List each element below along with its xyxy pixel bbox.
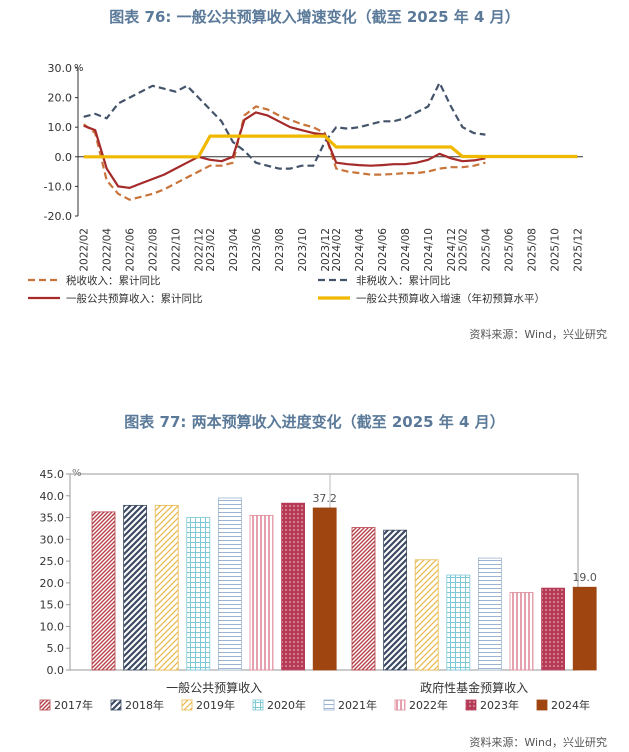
chart1-xtick-label: 2022/08 (148, 228, 160, 272)
chart1-legend-label: 一般公共预算收入增速（年初预算水平） (356, 292, 545, 305)
chart2-legend-swatch (536, 699, 548, 711)
chart1-xtick-label: 2025/12 (572, 228, 584, 272)
chart1-xtick-label: 2023/02 (205, 228, 217, 272)
chart2-legend-swatch (110, 699, 122, 711)
chart2-category-label: 政府性基金预算收入 (420, 680, 528, 695)
chart2-bar (351, 527, 376, 671)
chart1-xtick-label: 2024/04 (354, 228, 366, 272)
chart1-xtick-label: 2025/08 (526, 228, 538, 272)
chart1-ytick-label: 10.0 (48, 121, 73, 134)
chart1-legend-label: 非税收入：累计同比 (356, 274, 451, 287)
chart1-xtick-label: 2025/10 (549, 228, 561, 272)
chart2-legend-label: 2018年 (125, 698, 164, 712)
chart1-xtick-label: 2022/02 (79, 228, 91, 272)
chart1-ytick-label: 20.0 (48, 92, 73, 105)
chart1-xtick-label: 2022/04 (102, 228, 114, 272)
chart2-ytick-label: 20.0 (40, 577, 65, 590)
chart2-legend-swatch (465, 699, 477, 711)
chart2-legend-swatch (252, 699, 264, 711)
chart2-bar (477, 557, 502, 671)
chart1-ytick-label: 30.0 (48, 62, 73, 75)
chart2-legend-label: 2017年 (54, 698, 93, 712)
chart1-source: 资料来源：Wind，兴业研究 (469, 328, 607, 341)
chart1-xtick-label: 2025/06 (503, 228, 515, 272)
chart2-legend-swatch (394, 699, 406, 711)
chart2-ytick-label: 40.0 (40, 490, 65, 503)
chart2-bar (91, 511, 116, 671)
chart2-bar (446, 574, 471, 671)
chart1-xtick-label: 2023/12 (320, 228, 332, 272)
chart2-legend-label: 2019年 (196, 698, 235, 712)
chart2-legend-swatch (39, 699, 51, 711)
chart2-bar (312, 507, 337, 671)
chart1-xtick-label: 2024/10 (423, 228, 435, 272)
chart2-legend-label: 2020年 (267, 698, 306, 712)
chart1-ytick-label: -20.0 (44, 210, 72, 223)
chart1-xtick-label: 2024/06 (377, 228, 389, 272)
chart2-legend-label: 2022年 (409, 698, 448, 712)
chart1-series-line-3 (83, 111, 486, 189)
chart2-ytick-label: 5.0 (47, 642, 65, 655)
chart2-legend-label: 2024年 (551, 698, 590, 712)
chart1-ytick-label: 0.0 (55, 151, 73, 164)
chart2-ytick-label: 45.0 (40, 468, 65, 481)
chart1-legend-label: 一般公共预算收入：累计同比 (66, 292, 203, 305)
chart2-bar (541, 587, 565, 671)
chart2-ytick-label: 35.0 (40, 512, 65, 525)
chart1-title: 图表 76: 一般公共预算收入增速变化（截至 2025 年 4 月） (109, 8, 520, 26)
chart1-xtick-label: 2025/04 (480, 228, 492, 272)
chart2-bar (281, 502, 306, 671)
chart2-source: 资料来源：Wind，兴业研究 (469, 736, 607, 749)
chart2-ytick-label: 10.0 (40, 620, 65, 633)
chart1-series-line-2 (83, 81, 486, 170)
chart2-unit-label: % (72, 468, 82, 479)
chart2-bar (123, 504, 147, 671)
chart1-xtick-label: 2023/10 (297, 228, 309, 272)
chart1-line-chart: 30.0 20.0 10.0 0.0 -10.0 -20.0 2022/02 2022/04… (28, 62, 584, 305)
chart1-xtick-label: 2023/08 (274, 228, 286, 272)
chart1-xtick-label: 2022/10 (171, 228, 183, 272)
chart2-ytick-label: 25.0 (40, 555, 65, 568)
chart2-data-label: 37.2 (312, 492, 337, 505)
chart2-bar (572, 586, 597, 671)
chart1-xtick-label: 2023/04 (228, 228, 240, 272)
chart1-xtick-label: 2022/06 (125, 228, 137, 272)
chart2-ytick-label: 0.0 (47, 664, 65, 677)
chart2-bar-chart: 0.0 5.0 10.0 15.0 20.0 25.0 30.0 35.0 40.0 45.0 一… (39, 468, 597, 712)
chart2-bar (186, 517, 211, 671)
chart1-series-line-4 (83, 134, 578, 159)
chart1-xtick-label: 2022/12 (194, 228, 206, 272)
chart2-data-label: 19.0 (572, 571, 597, 584)
chart2-bar (249, 514, 274, 671)
chart2-title: 图表 77: 两本预算收入进度变化（截至 2025 年 4 月） (124, 413, 505, 431)
chart1-xtick-label: 2024/02 (331, 228, 343, 272)
chart1-xtick-label: 2023/06 (251, 228, 263, 272)
chart1-legend-label: 税收收入：累计同比 (66, 274, 161, 287)
chart2-legend-swatch (323, 699, 335, 711)
chart2-bar (383, 529, 408, 671)
chart1-series-line-1 (83, 105, 486, 201)
chart2-ytick-label: 30.0 (40, 533, 65, 546)
chart1-unit-label: % (74, 63, 84, 74)
chart2-legend-label: 2023年 (480, 698, 519, 712)
chart2-ytick-label: 15.0 (40, 599, 65, 612)
chart2-bar (509, 592, 534, 671)
chart1-ytick-label: -10.0 (44, 180, 72, 193)
chart2-legend-label: 2021年 (338, 698, 377, 712)
chart2-bar (414, 559, 439, 671)
chart1-xtick-label: 2024/12 (446, 228, 458, 272)
chart1-xtick-label: 2025/02 (457, 228, 469, 272)
chart2-bar (217, 497, 242, 671)
chart2-category-label: 一般公共预算收入 (166, 680, 262, 695)
chart1-xtick-label: 2024/08 (400, 228, 412, 272)
chart2-bar (154, 504, 179, 671)
chart2-legend-swatch (181, 699, 193, 711)
